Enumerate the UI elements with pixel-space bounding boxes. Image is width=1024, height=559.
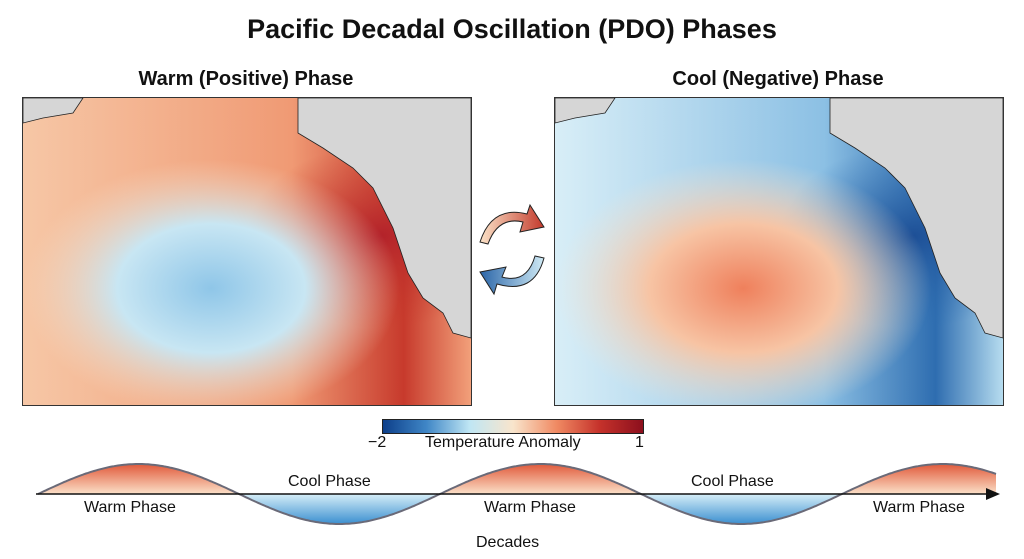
- time-axis-arrow-icon: [986, 488, 1000, 500]
- cool-phase-lobe: [641, 494, 842, 524]
- phase-label-cool: Cool Phase: [691, 473, 774, 490]
- time-axis-label: Decades: [476, 534, 540, 551]
- asia-land: [555, 98, 616, 124]
- north-america-land: [829, 98, 1003, 339]
- colorbar-max-label: 1: [635, 434, 644, 451]
- page-title: Pacific Decadal Oscillation (PDO) Phases: [247, 14, 777, 44]
- warm-phase-lobe: [440, 464, 641, 494]
- cool-phase-lobe: [239, 494, 440, 524]
- warm-phase-lobe: [842, 464, 996, 494]
- asia-land: [23, 98, 84, 124]
- north-america-land: [297, 98, 471, 339]
- warm-phase-lobe: [38, 464, 239, 494]
- cool-phase-map: [554, 97, 1004, 406]
- phase-label-cool: Cool Phase: [288, 473, 371, 490]
- colorbar-label: Temperature Anomaly: [425, 434, 581, 451]
- cycle-arrows-icon: [479, 203, 545, 296]
- phase-label-warm: Warm Phase: [873, 499, 965, 516]
- colorbar-min-label: −2: [368, 434, 387, 451]
- pdo-timeline-wave: [36, 463, 1000, 525]
- phase-label-warm: Warm Phase: [84, 499, 176, 516]
- colorbar: [382, 419, 644, 434]
- phase-label-warm: Warm Phase: [484, 499, 576, 516]
- cool-phase-title: Cool (Negative) Phase: [672, 68, 884, 90]
- warm-phase-map: [22, 97, 472, 406]
- warm-phase-title: Warm (Positive) Phase: [138, 68, 354, 90]
- wave-curve: [37, 463, 997, 525]
